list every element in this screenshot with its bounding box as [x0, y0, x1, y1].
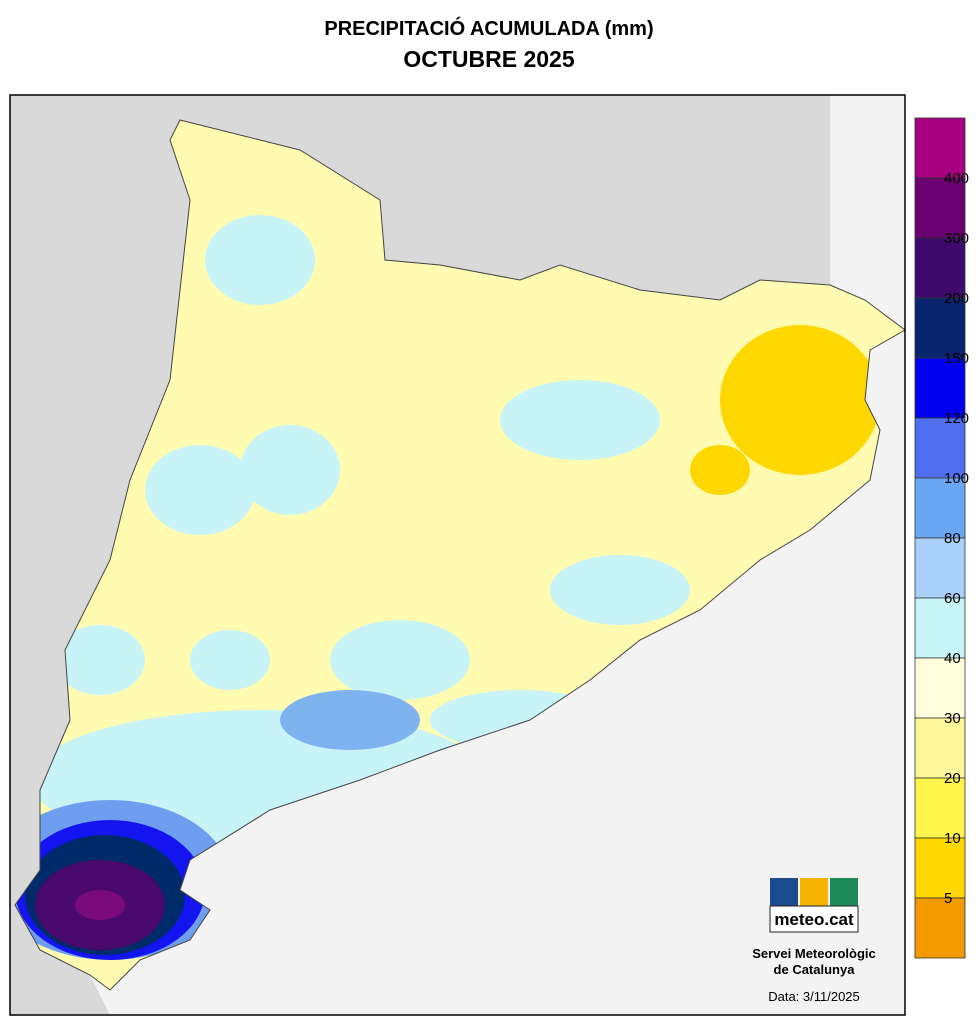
legend-label: 40 — [944, 650, 961, 667]
legend-swatch — [914, 237, 966, 299]
legend-label: 20 — [944, 770, 961, 787]
legend-swatch — [914, 777, 966, 839]
legend-label: 120 — [944, 410, 969, 427]
legend-swatch — [914, 597, 966, 659]
field-zone — [500, 380, 660, 460]
border — [14, 119, 906, 991]
field-zone — [190, 630, 270, 690]
date: Data: 3/11/2025 — [768, 989, 860, 1004]
legend-label: 200 — [944, 290, 969, 307]
field-zone — [720, 325, 880, 475]
field-zone — [330, 620, 470, 700]
logo-tile — [800, 878, 828, 906]
map-subtitle: OCTUBRE 2025 — [403, 46, 575, 72]
legend-label: 30 — [944, 710, 961, 727]
legend-swatch — [914, 177, 966, 239]
org-name: Servei Meteorològic — [752, 946, 876, 961]
legend-label: 300 — [944, 230, 969, 247]
field-zone — [205, 215, 315, 305]
org-name: de Catalunya — [774, 962, 856, 977]
legend-swatch — [914, 297, 966, 359]
field-zone — [145, 445, 255, 535]
legend-swatch — [914, 657, 966, 719]
legend-label: 400 — [944, 170, 969, 187]
surrounding-land — [10, 95, 905, 1015]
field-zone — [240, 425, 340, 515]
field-zone — [55, 625, 145, 695]
legend: 400 300 200 150 120 100 80 60 40 30 20 10 5 — [914, 117, 969, 959]
logo-box — [769, 905, 859, 933]
logo-text: meteo.cat — [774, 910, 854, 929]
legend-swatch — [914, 537, 966, 599]
field-zone — [690, 445, 750, 495]
legend-label: 10 — [944, 830, 961, 847]
logo: meteo.cat — [769, 878, 859, 933]
field-zone — [550, 555, 690, 625]
legend-label: 5 — [944, 890, 952, 907]
map-title: PRECIPITACIÓ ACUMULADA (mm) — [324, 18, 654, 40]
legend-swatch — [914, 117, 966, 179]
legend-swatch — [914, 357, 966, 419]
legend-swatch — [914, 717, 966, 779]
legend-swatch — [914, 417, 966, 479]
legend-swatch — [914, 837, 966, 899]
sea-north — [830, 95, 905, 330]
legend-swatch — [914, 897, 966, 959]
legend-label: 150 — [944, 350, 969, 367]
logo-tile — [770, 878, 798, 906]
map-frame — [9, 94, 906, 1016]
legend-label: 100 — [944, 470, 969, 487]
legend-swatch — [914, 477, 966, 539]
field-zone — [280, 690, 420, 750]
field-zone — [75, 890, 125, 920]
logo-tile — [830, 878, 858, 906]
legend-label: 80 — [944, 530, 961, 547]
legend-label: 60 — [944, 590, 961, 607]
